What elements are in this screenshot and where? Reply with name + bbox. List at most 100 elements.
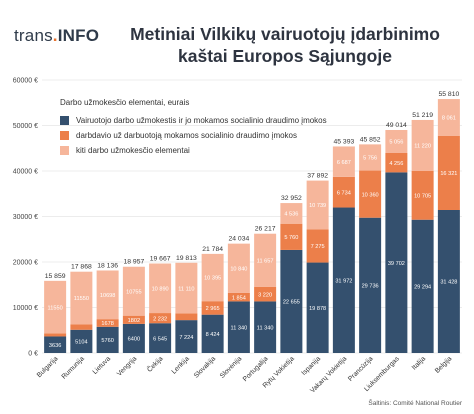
segment-value-label: 10698 — [100, 293, 116, 299]
bar-total-label: 37 892 — [307, 173, 328, 180]
segment-value-label: 1802 — [128, 318, 140, 324]
segment-value-label: 29 294 — [414, 285, 431, 291]
segment-value-label: 22 655 — [283, 300, 300, 306]
legend-item-salary: Vairuotojo darbo užmokestis ir jo mokamo… — [60, 116, 327, 125]
x-category-label: Prancūzija — [347, 355, 375, 383]
bar-segment — [411, 119, 434, 172]
bar-segment — [280, 249, 303, 353]
bar-total-label: 55 810 — [438, 91, 459, 98]
segment-value-label: 3 220 — [258, 292, 272, 298]
bar-segment — [96, 326, 119, 353]
bar-segment — [359, 217, 382, 353]
bar-segment — [70, 271, 93, 325]
chart-title-line-1: Metiniai Vilkikų vairuotojų įdarbinimo — [130, 24, 440, 44]
source-note: Šaltinis: Comité National Routier — [368, 400, 462, 407]
bar-segment — [306, 229, 329, 263]
bar-total-label: 45 852 — [360, 136, 381, 143]
segment-value-label: 6 734 — [337, 190, 351, 196]
segment-value-label: 8 424 — [206, 332, 220, 338]
y-tick-label: 40000 € — [13, 169, 38, 176]
segment-value-label: 11 340 — [257, 325, 274, 331]
segment-value-label: 10 360 — [362, 192, 379, 198]
bar-total-label: 51 219 — [412, 112, 433, 119]
segment-value-label: 10 395 — [204, 276, 221, 282]
x-category-label: Čekija — [145, 354, 165, 374]
bar-segment — [96, 270, 119, 320]
bar-segment — [385, 172, 408, 353]
x-category-label: Vengrija — [116, 355, 138, 377]
y-tick-label: 50000 € — [13, 123, 38, 130]
bar-segment — [437, 135, 460, 211]
segment-value-label: 31 428 — [440, 280, 457, 286]
legend-swatch-employer-contributions — [60, 131, 69, 140]
segment-value-label: 7 224 — [179, 335, 193, 341]
x-category-label: Rumunija — [61, 355, 86, 380]
bar-total-label: 17 868 — [71, 264, 92, 271]
x-category-label: Lietuva — [92, 355, 113, 376]
legend-item-other-elements: kiti darbo užmokesčio elementai — [60, 146, 190, 155]
bar-total-label: 32 952 — [281, 195, 302, 202]
bar-segment — [254, 286, 277, 302]
bar-segment — [175, 262, 198, 314]
bar-segment — [254, 233, 277, 287]
segment-value-label: 39 702 — [388, 261, 405, 267]
bar-total-label: 18 957 — [123, 259, 144, 266]
segment-value-label: 19 878 — [309, 306, 326, 312]
segment-value-label: 1 854 — [232, 295, 246, 301]
brand-logo: trans.INFO — [14, 26, 99, 46]
bar-segment — [149, 313, 172, 324]
bar-segment — [149, 323, 172, 353]
segment-value-label: 5104 — [75, 340, 87, 346]
logo-dot: . — [52, 26, 58, 45]
bar-segment — [437, 99, 460, 136]
segment-value-label: 2 965 — [206, 306, 220, 312]
segment-value-label: 11 340 — [231, 325, 248, 331]
legend-swatch-salary — [60, 116, 69, 125]
bar-segment — [227, 243, 250, 293]
bar-segment — [122, 323, 145, 353]
legend-label-salary: Vairuotojo darbo užmokestis ir jo mokamo… — [76, 116, 327, 125]
bar-total-label: 24 034 — [228, 236, 249, 243]
legend-label-other-elements: kiti darbo užmokesčio elementai — [76, 146, 190, 155]
bar-total-label: 19 813 — [176, 255, 197, 262]
segment-value-label: 5 056 — [389, 140, 403, 146]
bar-segment — [359, 144, 382, 171]
legend-heading: Darbo užmokesčio elementai, eurais — [60, 98, 190, 107]
bar-segment — [44, 336, 67, 353]
bar-segment — [201, 301, 224, 315]
x-category-label: Ispanija — [301, 355, 323, 377]
segment-value-label: 6 545 — [153, 336, 167, 342]
bar-segment — [227, 292, 250, 302]
bar-segment — [411, 219, 434, 353]
y-tick-label: 30000 € — [13, 214, 38, 221]
bar-total-label: 49 014 — [386, 122, 407, 129]
bar-segment — [332, 176, 355, 208]
logo-text-post: INFO — [57, 26, 100, 45]
segment-value-label: 4 536 — [284, 212, 298, 218]
legend-label-employer-contributions: darbdavio už darbuotoją mokamos socialin… — [76, 131, 298, 140]
segment-value-label: 5 756 — [363, 156, 377, 162]
logo-text-pre: trans — [14, 26, 53, 45]
bar-segment — [359, 170, 382, 218]
bar-segment — [280, 203, 303, 224]
bar-segment — [149, 263, 172, 314]
bar-segment — [175, 313, 198, 321]
x-category-label: Italija — [411, 355, 427, 371]
bar-segment — [201, 253, 224, 302]
bar-segment — [332, 207, 355, 353]
x-category-label: Portugalija — [242, 355, 270, 383]
segment-value-label: 11550 — [48, 305, 63, 311]
bar-segment — [280, 223, 303, 250]
y-tick-label: 20000 € — [13, 260, 38, 267]
bar-total-label: 15 859 — [45, 273, 66, 280]
bar-total-label: 26 217 — [255, 226, 276, 233]
bar-segment — [385, 152, 408, 173]
bar-segment — [437, 210, 460, 353]
segment-value-label: 10755 — [126, 289, 142, 295]
segment-value-label: 16 321 — [440, 171, 457, 177]
segment-value-label: 10 739 — [309, 203, 326, 209]
segment-value-label: 2 232 — [153, 316, 167, 322]
bar-total-label: 18 136 — [97, 262, 118, 269]
segment-value-label: 3636 — [49, 343, 61, 349]
